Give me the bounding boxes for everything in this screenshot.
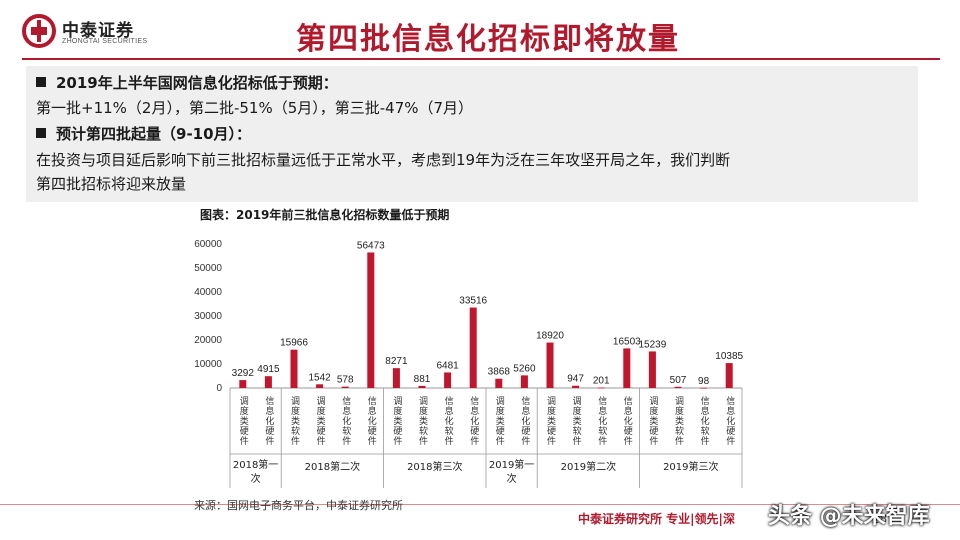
group-label: 2019第二次	[561, 460, 616, 473]
summary-line-2: 第一批+11%（2月），第二批-51%（5月），第三批-47%（7月）	[36, 99, 474, 117]
source-note: 来源：国网电子商务平台，中泰证券研究所	[194, 499, 403, 512]
x-tick-label: 信息化软件	[443, 395, 454, 446]
bar-value-label: 15239	[638, 339, 666, 350]
x-tick-label: 调度类硬件	[391, 396, 402, 446]
summary-line-4: 在投资与项目延后影响下前三批招标量远低于正常水平，考虑到19年为泛在三年攻坚开局…	[36, 151, 731, 169]
bar	[520, 375, 528, 388]
x-tick-label: 信息化硬件	[724, 395, 735, 446]
chart-title: 图表：2019年前三批信息化招标数量低于预期	[200, 208, 450, 222]
x-tick-label: 调度类硬件	[315, 396, 326, 446]
group-label-wrap: 次	[507, 472, 517, 485]
x-tick-label: 调度类软件	[571, 396, 582, 446]
y-tick-label: 30000	[194, 311, 222, 322]
x-tick-label: 信息化硬件	[263, 395, 274, 446]
bar-value-label: 10385	[715, 351, 743, 362]
bar	[239, 380, 247, 388]
group-label: 2019第三次	[663, 460, 718, 473]
bar-value-label: 8271	[385, 356, 408, 367]
bar-value-label: 578	[337, 375, 354, 386]
footer-divider	[0, 504, 960, 505]
x-tick-label: 信息化软件	[596, 395, 607, 446]
bar	[546, 342, 554, 388]
page-number: 28	[872, 512, 888, 526]
x-tick-label: 调度类硬件	[494, 396, 505, 446]
y-tick-label: 20000	[194, 335, 222, 346]
summary-line-5: 第四批招标将迎来放量	[36, 175, 187, 193]
bar	[623, 348, 631, 388]
bar	[367, 252, 375, 388]
bar-value-label: 98	[698, 376, 710, 387]
bar-value-label: 18920	[536, 331, 564, 342]
bar	[418, 385, 426, 388]
x-tick-label: 信息化软件	[699, 395, 710, 446]
bar	[341, 386, 349, 388]
bar	[597, 387, 605, 389]
group-label: 2018第三次	[407, 460, 462, 473]
y-tick-label: 0	[216, 383, 222, 394]
company-logo-icon	[22, 14, 56, 48]
logo-name-en: ZHONGTAI SECURITIES	[62, 38, 148, 45]
bar	[495, 378, 503, 388]
x-tick-label: 信息化硬件	[519, 395, 530, 446]
y-tick-label: 60000	[194, 239, 222, 250]
bar-value-label: 881	[414, 374, 431, 385]
group-label: 2018第二次	[305, 460, 360, 473]
bar	[264, 376, 272, 388]
bar	[469, 307, 477, 388]
x-tick-label: 信息化硬件	[468, 395, 479, 446]
bar	[725, 363, 733, 388]
watermark: 头条 @未来智库	[768, 504, 930, 529]
summary-heading-2-text: 预计第四批起量（9-10月）：	[56, 125, 252, 143]
bar-value-label: 1542	[308, 372, 331, 383]
page-title: 第四批信息化招标即将放量	[296, 22, 680, 57]
bar-value-label: 15966	[280, 338, 308, 349]
summary-box: 2019年上半年国网信息化招标低于预期： 第一批+11%（2月），第二批-51%…	[26, 66, 918, 202]
bar-value-label: 947	[567, 374, 584, 385]
square-bullet-icon	[36, 77, 46, 87]
title-divider	[22, 58, 940, 60]
bar-value-label: 16503	[613, 336, 641, 347]
summary-heading-2: 预计第四批起量（9-10月）：	[36, 123, 251, 144]
bar-value-label: 6481	[436, 360, 459, 371]
summary-heading-1: 2019年上半年国网信息化招标低于预期：	[36, 72, 338, 93]
bar-chart: 0 10000 20000 30000 40000 50000 60000 3292 调度类硬件…	[194, 239, 744, 488]
x-tick-label: 调度类软件	[417, 396, 428, 446]
footer-text: 中泰证券研究所 专业|领先|深	[578, 512, 735, 526]
square-bullet-icon	[36, 128, 46, 138]
x-tick-label: 调度类硬件	[545, 396, 556, 446]
x-tick-label: 信息化软件	[340, 395, 351, 446]
group-label: 2019第一	[489, 458, 534, 471]
logo-name-cn: 中泰证券	[62, 21, 134, 41]
bar-value-label: 56473	[357, 240, 385, 251]
y-tick-label: 10000	[194, 359, 222, 370]
x-tick-label: 调度类硬件	[647, 396, 658, 446]
bar	[444, 372, 452, 388]
x-tick-label: 调度类软件	[673, 396, 684, 446]
bar	[572, 385, 580, 388]
x-tick-label: 信息化硬件	[366, 395, 377, 446]
summary-heading-1-text: 2019年上半年国网信息化招标低于预期：	[56, 74, 338, 92]
x-tick-label: 信息化硬件	[622, 395, 633, 446]
bar-value-label: 201	[593, 376, 610, 387]
group-label: 2018第一	[233, 458, 278, 471]
bar	[316, 384, 324, 388]
x-tick-label: 调度类软件	[289, 396, 300, 446]
y-tick-label: 50000	[194, 263, 222, 274]
bar-value-label: 3868	[488, 367, 511, 378]
bar	[674, 386, 682, 388]
bar-value-label: 4915	[257, 364, 280, 375]
group-label-wrap: 次	[251, 472, 261, 485]
y-tick-label: 40000	[194, 287, 222, 298]
bar	[392, 368, 400, 388]
bar-value-label: 507	[670, 375, 687, 386]
bar-value-label: 5260	[513, 363, 536, 374]
bar-value-label: 33516	[459, 296, 487, 307]
bar	[290, 349, 298, 388]
bar	[700, 387, 708, 389]
x-tick-label: 调度类硬件	[238, 396, 249, 446]
bar	[648, 351, 656, 388]
bar-value-label: 3292	[232, 368, 255, 379]
company-logo: 中泰证券 ZHONGTAI SECURITIES	[22, 14, 172, 54]
